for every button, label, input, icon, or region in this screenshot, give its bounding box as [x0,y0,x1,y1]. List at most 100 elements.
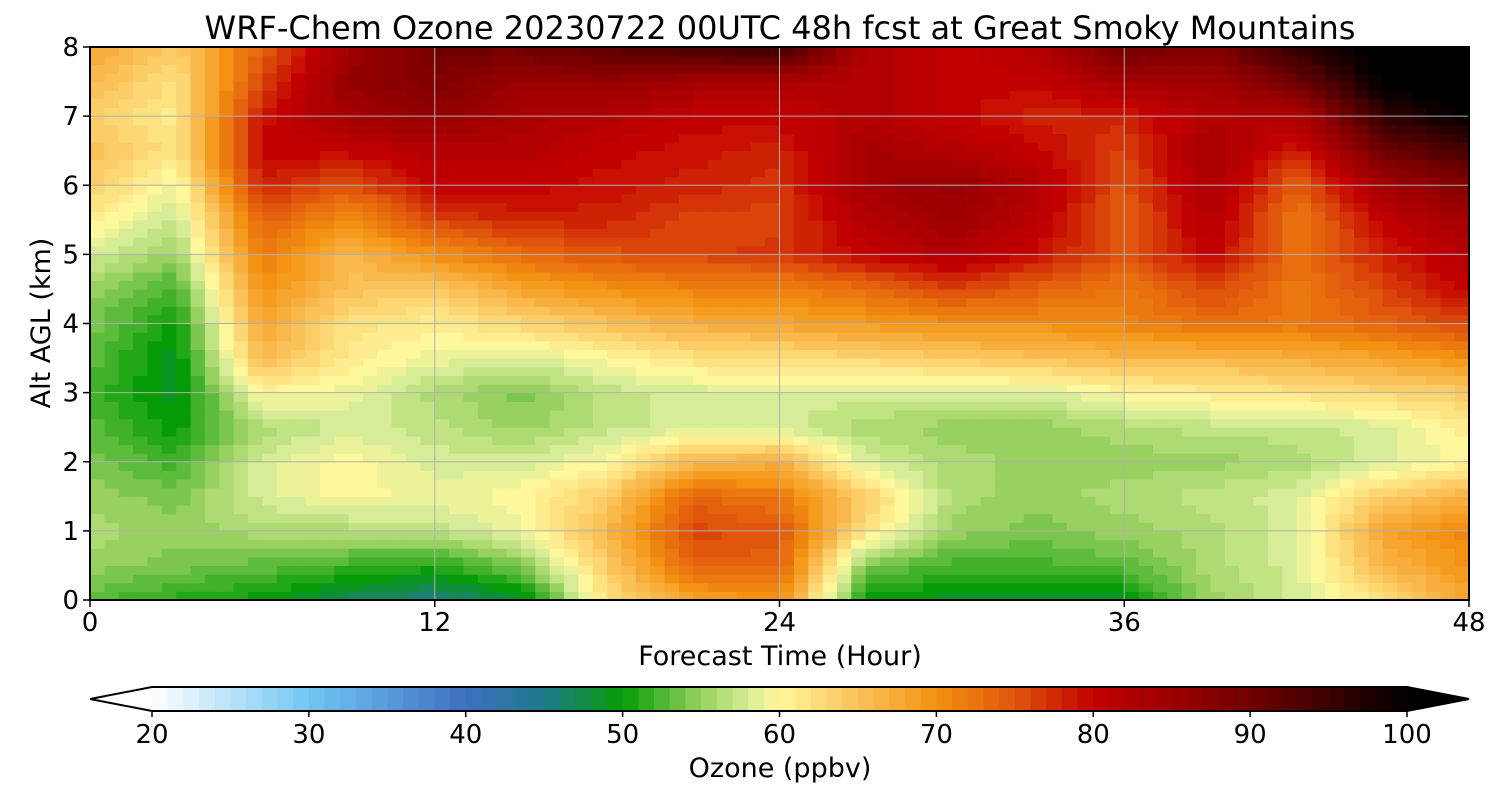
heatmap-cell [736,167,752,178]
heatmap-cell [836,496,852,506]
heatmap-cell [219,185,235,195]
heatmap-cell [808,470,824,480]
heatmap-cell [1411,332,1427,342]
heatmap-cell [722,392,737,402]
heatmap-cell [1152,211,1168,221]
heatmap-cell [1440,591,1456,601]
heatmap-cell [1023,245,1039,255]
heatmap-cell [1109,582,1125,592]
heatmap-cell [406,271,421,281]
heatmap-cell [1196,383,1212,394]
heatmap-cell [262,211,278,221]
heatmap-cell [851,504,867,515]
heatmap-cell [1267,340,1283,351]
heatmap-cell [678,582,694,592]
heatmap-cell [334,185,350,195]
heatmap-cell [506,297,522,307]
heatmap-cell [1425,496,1441,506]
heatmap-cell [492,159,508,169]
heatmap-cell [865,297,881,307]
heatmap-cell [937,504,953,515]
heatmap-cell [1425,427,1441,437]
heatmap-cell [1224,271,1240,281]
heatmap-cell [750,582,766,592]
heatmap-cell [564,159,579,169]
heatmap-cell [678,479,694,489]
heatmap-cell [750,306,766,316]
heatmap-cell [1411,522,1427,532]
heatmap-cell [836,522,852,532]
heatmap-cell [1081,461,1097,471]
heatmap-cell [1425,582,1441,592]
heatmap-cell [549,409,565,420]
heatmap-cell [348,297,364,307]
heatmap-cell [262,254,278,264]
heatmap-cell [1167,280,1183,290]
heatmap-cell [1152,479,1168,489]
heatmap-cell [851,159,867,169]
heatmap-cell [1052,314,1068,325]
heatmap-cell [1411,565,1427,575]
heatmap-cell [362,487,378,497]
heatmap-cell [1411,297,1427,307]
heatmap-cell [434,513,450,523]
heatmap-cell [1109,591,1125,601]
heatmap-cell [1339,150,1355,160]
heatmap-cell [477,202,493,212]
heatmap-cell [1382,496,1398,506]
heatmap-cell [420,202,436,212]
heatmap-cell [1454,176,1470,186]
heatmap-cell [362,323,378,333]
heatmap-cell [779,202,795,212]
heatmap-cell [492,193,508,204]
heatmap-cell [664,150,680,160]
heatmap-cell [1454,219,1470,230]
heatmap-cell [1196,574,1212,584]
heatmap-cell [1382,332,1398,342]
heatmap-cell [477,565,493,575]
heatmap-cell [1354,306,1370,316]
heatmap-cell [1152,496,1168,506]
heatmap-cell [1296,418,1312,428]
heatmap-cell [334,556,350,567]
heatmap-cell [664,254,680,264]
heatmap-cell [1038,453,1054,463]
heatmap-cell [133,142,149,152]
heatmap-cell [966,228,982,238]
heatmap-cell [1009,306,1025,316]
heatmap-cell [1052,435,1068,446]
heatmap-cell [420,366,436,376]
heatmap-cell [994,193,1010,204]
heatmap-cell [607,591,623,601]
heatmap-cell [822,150,838,160]
heatmap-cell [564,176,579,186]
heatmap-cell [348,228,364,238]
heatmap-cell [635,159,651,169]
heatmap-cell [219,565,235,575]
heatmap-cell [1296,565,1312,575]
heatmap-cell [348,245,364,255]
heatmap-cell [1440,211,1456,221]
heatmap-cell [1109,556,1125,567]
heatmap-cell [1267,237,1283,247]
heatmap-cell [678,470,694,480]
heatmap-cell [1109,202,1125,212]
heatmap-cell [1210,340,1226,351]
heatmap-cell [607,496,623,506]
heatmap-cell [1109,185,1125,195]
heatmap-cell [937,358,953,368]
heatmap-cell [434,176,450,186]
heatmap-cell [319,211,335,221]
heatmap-cell [621,167,637,178]
heatmap-cell [1325,185,1341,195]
heatmap-cell [765,306,781,316]
heatmap-cell [1095,228,1111,238]
heatmap-cell [592,176,608,186]
heatmap-cell [1081,409,1097,420]
heatmap-cell [894,427,910,437]
heatmap-cell [549,358,565,368]
heatmap-cell [1138,314,1154,325]
heatmap-cell [564,202,579,212]
heatmap-cell [1124,202,1140,212]
heatmap-cell [908,470,924,480]
